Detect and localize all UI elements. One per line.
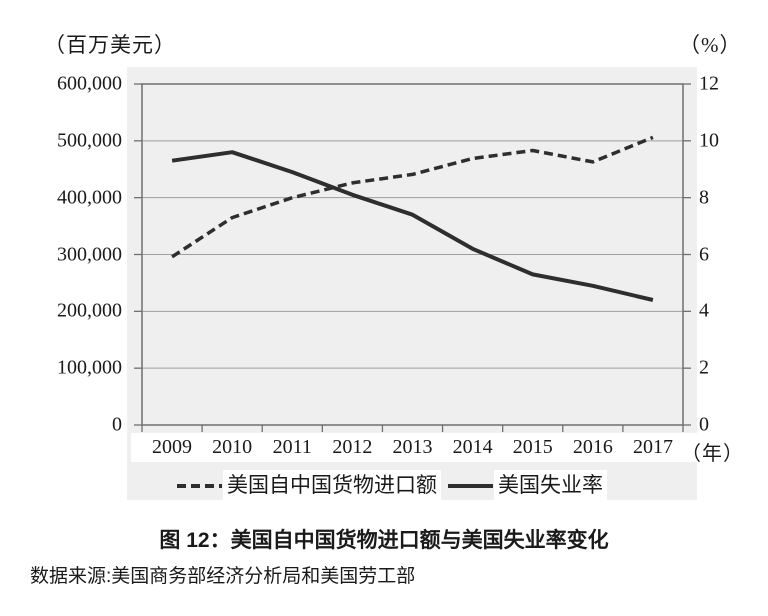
chart-panel xyxy=(127,67,697,500)
legend-label-imports: 美国自中国货物进口额 xyxy=(223,470,441,501)
x-year-label: 2014 xyxy=(452,436,493,458)
x-year-label: 2016 xyxy=(572,436,613,458)
right-axis-unit-label: （%） xyxy=(679,33,742,57)
left-axis-unit-label: （百万美元） xyxy=(44,33,176,57)
legend-dashed-line-sample xyxy=(177,483,222,488)
right-tick-label: 12 xyxy=(699,72,719,95)
legend: 美国自中国货物进口额 美国失业率 xyxy=(176,469,607,502)
x-year-label: 2009 xyxy=(152,436,193,458)
left-tick-label: 500,000 xyxy=(57,129,122,152)
chart-title: 图 12：美国自中国货物进口额与美国失业率变化 xyxy=(159,529,609,552)
right-tick-label: 4 xyxy=(699,299,709,322)
left-tick-label: 600,000 xyxy=(57,72,122,95)
right-tick-label: 2 xyxy=(699,356,709,379)
unemployment-line xyxy=(171,150,654,302)
left-tick-label: 0 xyxy=(112,413,122,436)
legend-label-unemployment: 美国失业率 xyxy=(494,470,607,501)
x-axis-unit-label: （年） xyxy=(681,443,744,465)
x-year-label: 2013 xyxy=(392,436,433,458)
legend-solid-line-sample xyxy=(448,483,493,488)
x-year-label: 2011 xyxy=(272,436,312,458)
x-year-label: 2017 xyxy=(632,436,673,458)
left-tick-label: 400,000 xyxy=(57,186,122,209)
right-tick-label: 8 xyxy=(699,186,709,209)
right-tick-label: 0 xyxy=(699,413,709,436)
left-tick-label: 100,000 xyxy=(57,356,122,379)
x-year-label: 2010 xyxy=(212,436,253,458)
left-tick-label: 200,000 xyxy=(57,299,122,322)
right-tick-label: 10 xyxy=(699,129,719,152)
imports-line xyxy=(171,135,654,259)
x-year-label: 2015 xyxy=(512,436,553,458)
x-year-label: 2012 xyxy=(332,436,373,458)
left-tick-label: 300,000 xyxy=(57,243,122,265)
chart-source: 数据来源:美国商务部经济分析局和美国劳工部 xyxy=(30,566,416,587)
x-axis-label-strip xyxy=(131,433,731,462)
right-tick-label: 6 xyxy=(699,243,709,265)
